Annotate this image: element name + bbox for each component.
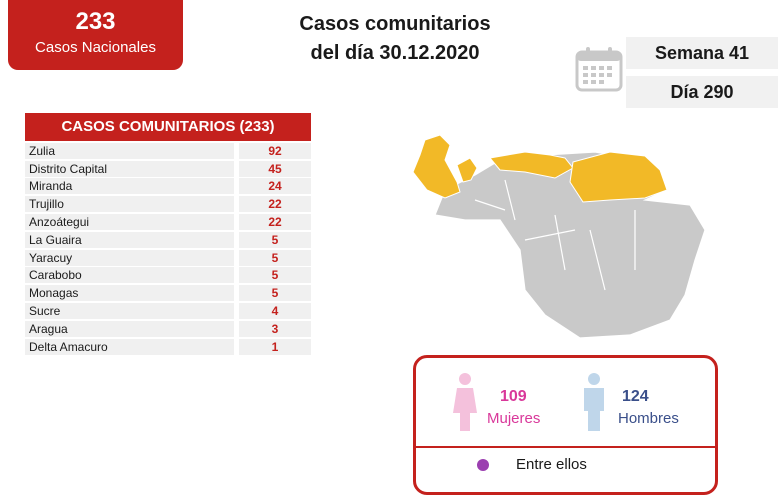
- state-name: Distrito Capital: [25, 160, 234, 177]
- table-header: CASOS COMUNITARIOS (233): [25, 113, 311, 141]
- title-line-1: Casos comunitarios: [299, 13, 491, 35]
- state-cases: 22: [239, 213, 311, 230]
- state-name: Sucre: [25, 302, 234, 319]
- state-name: Yaracuy: [25, 249, 234, 266]
- state-name: Zulia: [25, 142, 234, 159]
- state-name: Monagas: [25, 285, 234, 302]
- table-body: Zulia 92 Distrito Capital 45 Miranda 24 Trujil…: [25, 142, 311, 355]
- national-cases-count: 233: [75, 8, 116, 35]
- title-line-2: del día 30.12.2020: [310, 42, 480, 64]
- table-row: Anzoátegui 22: [25, 213, 311, 230]
- state-name: Anzoátegui: [25, 213, 234, 230]
- state-name: Aragua: [25, 320, 234, 337]
- female-icon: [453, 373, 477, 431]
- page-title: Casos comunitarios del día 30.12.2020: [230, 10, 560, 68]
- map-highlight-zulia: [412, 134, 461, 199]
- state-name: Carabobo: [25, 267, 234, 284]
- state-cases: 22: [239, 196, 311, 213]
- community-cases-table: CASOS COMUNITARIOS (233) Zulia 92 Distrito…: [25, 113, 311, 355]
- female-small-icon: [477, 459, 489, 471]
- panel-divider: [416, 446, 715, 448]
- table-row: Delta Amacuro 1: [25, 338, 311, 355]
- calendar-icon: [575, 47, 623, 92]
- day-label: Día 290: [626, 76, 778, 108]
- table-row: Trujillo 22: [25, 196, 311, 213]
- state-cases: 5: [239, 231, 311, 248]
- men-count: 124: [622, 388, 649, 405]
- week-label: Semana 41: [626, 37, 778, 69]
- table-row: Monagas 5: [25, 285, 311, 302]
- sex-breakdown-panel: 109 Mujeres 124 Hombres Entre ellos: [413, 355, 718, 495]
- state-cases: 5: [239, 267, 311, 284]
- male-icon: [584, 373, 604, 431]
- state-cases: 45: [239, 160, 311, 177]
- state-cases: 3: [239, 320, 311, 337]
- table-row: Distrito Capital 45: [25, 160, 311, 177]
- state-cases: 1: [239, 338, 311, 355]
- men-label: Hombres: [618, 410, 679, 427]
- state-cases: 92: [239, 142, 311, 159]
- national-cases-label: Casos Nacionales: [35, 39, 156, 56]
- state-cases: 24: [239, 178, 311, 195]
- women-count: 109: [500, 388, 527, 405]
- state-name: Trujillo: [25, 196, 234, 213]
- table-row: La Guaira 5: [25, 231, 311, 248]
- state-name: Delta Amacuro: [25, 338, 234, 355]
- table-row: Miranda 24: [25, 178, 311, 195]
- state-cases: 4: [239, 302, 311, 319]
- table-row: Yaracuy 5: [25, 249, 311, 266]
- table-row: Carabobo 5: [25, 267, 311, 284]
- among-them-label: Entre ellos: [516, 456, 587, 473]
- table-row: Aragua 3: [25, 320, 311, 337]
- national-cases-badge: 233 Casos Nacionales: [8, 0, 183, 70]
- map-highlight-trujillo: [456, 157, 478, 183]
- state-name: Miranda: [25, 178, 234, 195]
- state-cases: 5: [239, 249, 311, 266]
- state-cases: 5: [239, 285, 311, 302]
- table-row: Sucre 4: [25, 302, 311, 319]
- state-name: La Guaira: [25, 231, 234, 248]
- women-label: Mujeres: [487, 410, 541, 427]
- venezuela-map: [412, 134, 706, 339]
- map-highlight-east: [569, 151, 668, 203]
- table-row: Zulia 92: [25, 142, 311, 159]
